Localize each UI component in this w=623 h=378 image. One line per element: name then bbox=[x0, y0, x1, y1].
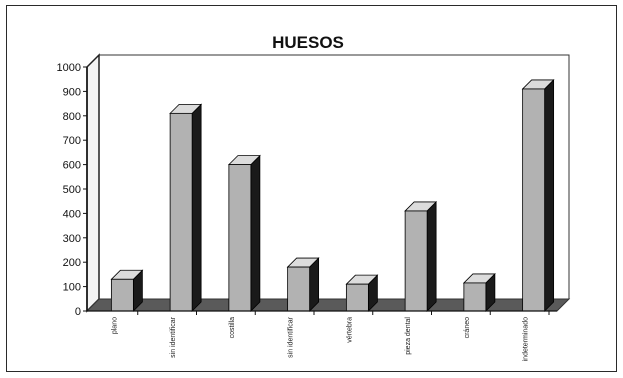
bar bbox=[227, 154, 261, 312]
bar bbox=[169, 103, 203, 312]
x-tick-label: sin identificar bbox=[288, 316, 295, 358]
back-wall bbox=[98, 54, 570, 300]
x-axis: plano sin identificar costilla sin identifi… bbox=[87, 310, 557, 361]
x-tick-label: sin identificar bbox=[170, 316, 177, 358]
bar-front bbox=[404, 210, 428, 312]
bar bbox=[345, 274, 379, 312]
bar-side bbox=[191, 103, 202, 312]
bar-side bbox=[426, 200, 437, 312]
bar bbox=[521, 78, 555, 312]
y-tick-label: 700 bbox=[63, 135, 81, 147]
x-tick-label: vértebra bbox=[346, 317, 353, 343]
x-tick-label: pieza dental bbox=[405, 317, 412, 355]
bar-front bbox=[110, 278, 134, 312]
y-tick-label: 500 bbox=[63, 184, 81, 196]
y-tick-label: 400 bbox=[63, 208, 81, 220]
y-tick-label: 300 bbox=[63, 233, 81, 245]
x-tick-label: plano bbox=[111, 317, 118, 334]
chart-title: HUESOS bbox=[272, 33, 344, 52]
bar-front bbox=[345, 283, 369, 312]
bar-front bbox=[287, 266, 311, 312]
y-tick-label: 0 bbox=[75, 306, 81, 318]
bar-side bbox=[544, 78, 555, 312]
bars bbox=[110, 78, 555, 312]
bar-front bbox=[522, 88, 546, 312]
bar bbox=[462, 272, 496, 312]
x-tick-label: indeterminado bbox=[523, 317, 530, 361]
bar-side bbox=[250, 154, 261, 312]
bar-front bbox=[228, 164, 252, 312]
y-tick-label: 600 bbox=[63, 160, 81, 172]
x-tick-label: cráneo bbox=[464, 317, 471, 339]
bar bbox=[404, 200, 438, 312]
bar-front bbox=[169, 112, 193, 312]
y-tick-label: 900 bbox=[63, 86, 81, 98]
bar-front bbox=[463, 282, 487, 312]
y-tick-label: 200 bbox=[63, 257, 81, 269]
bar bbox=[110, 269, 144, 312]
x-tick-label: costilla bbox=[229, 317, 236, 339]
chart-floor bbox=[85, 298, 571, 312]
y-tick-label: 800 bbox=[63, 111, 81, 123]
chart-walls bbox=[85, 53, 571, 313]
y-axis: 0 100 200 300 400 500 600 700 800 900 1000 bbox=[57, 62, 88, 318]
bar bbox=[286, 257, 320, 312]
side-wall bbox=[86, 53, 100, 313]
y-tick-label: 100 bbox=[63, 282, 81, 294]
y-tick-label: 1000 bbox=[57, 62, 81, 74]
